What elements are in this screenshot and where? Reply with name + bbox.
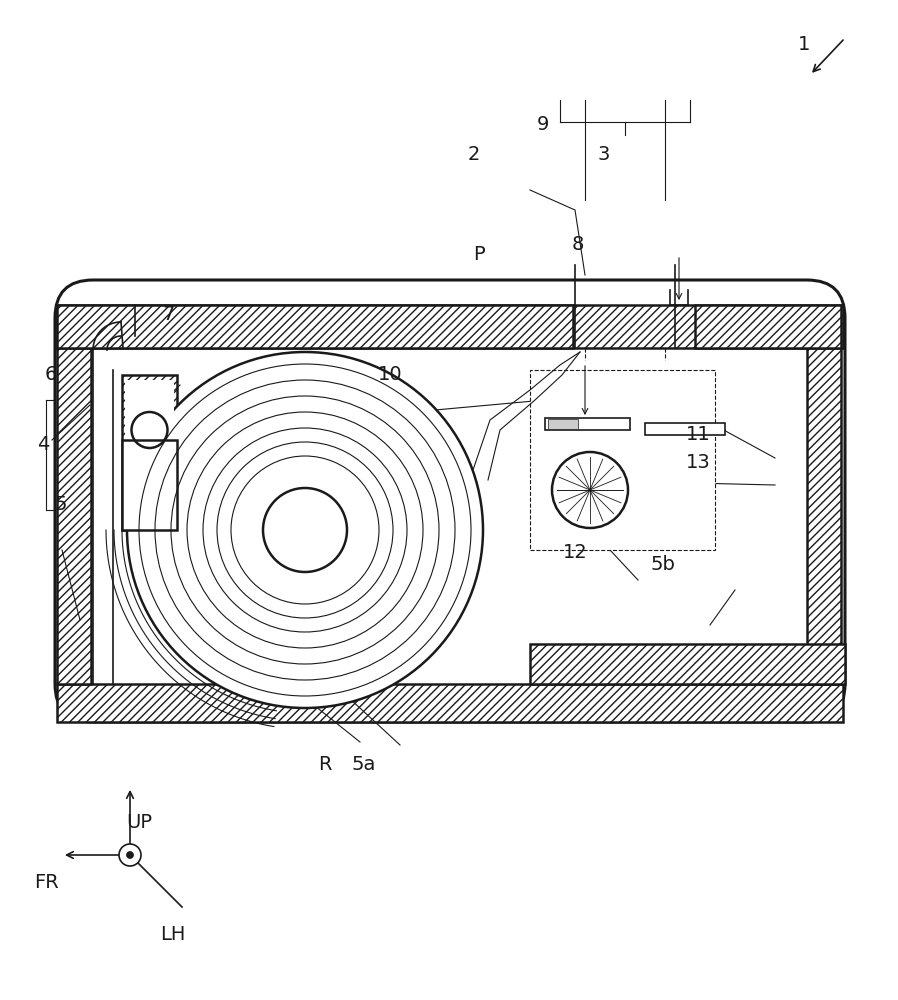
Text: 12: 12	[563, 542, 588, 562]
Bar	[57, 305, 573, 348]
Bar	[57, 684, 843, 722]
Text: 1: 1	[797, 35, 810, 54]
Bar	[125, 380, 174, 470]
Text: 3: 3	[597, 145, 610, 164]
Text: 2: 2	[468, 145, 480, 164]
Text: 7: 7	[163, 306, 175, 324]
Bar	[122, 440, 177, 530]
Text: 6: 6	[45, 365, 57, 384]
Bar	[548, 419, 578, 429]
Text: 5: 5	[55, 495, 67, 514]
Circle shape	[119, 844, 141, 866]
Bar	[695, 305, 841, 348]
FancyBboxPatch shape	[55, 280, 845, 722]
Text: 5a: 5a	[351, 756, 376, 774]
Bar	[57, 305, 843, 348]
Bar	[57, 348, 91, 684]
Circle shape	[127, 352, 483, 708]
Text: UP: UP	[127, 812, 152, 832]
Text: P: P	[473, 245, 484, 264]
Text: 9: 9	[537, 115, 550, 134]
Text: 10: 10	[378, 365, 403, 384]
Text: R: R	[318, 756, 332, 774]
Text: 13: 13	[686, 452, 711, 472]
Text: 4: 4	[37, 436, 49, 454]
Text: 11: 11	[686, 426, 711, 444]
Text: 5b: 5b	[650, 556, 675, 574]
Bar	[545, 418, 630, 430]
Bar	[645, 423, 725, 435]
Bar	[807, 348, 841, 684]
Bar	[530, 370, 715, 550]
Circle shape	[127, 852, 134, 858]
Text: 8: 8	[571, 235, 584, 254]
Bar	[122, 375, 177, 530]
Bar	[530, 644, 845, 684]
Text: LH: LH	[160, 926, 185, 944]
Text: FR: FR	[34, 872, 59, 892]
Circle shape	[552, 452, 628, 528]
